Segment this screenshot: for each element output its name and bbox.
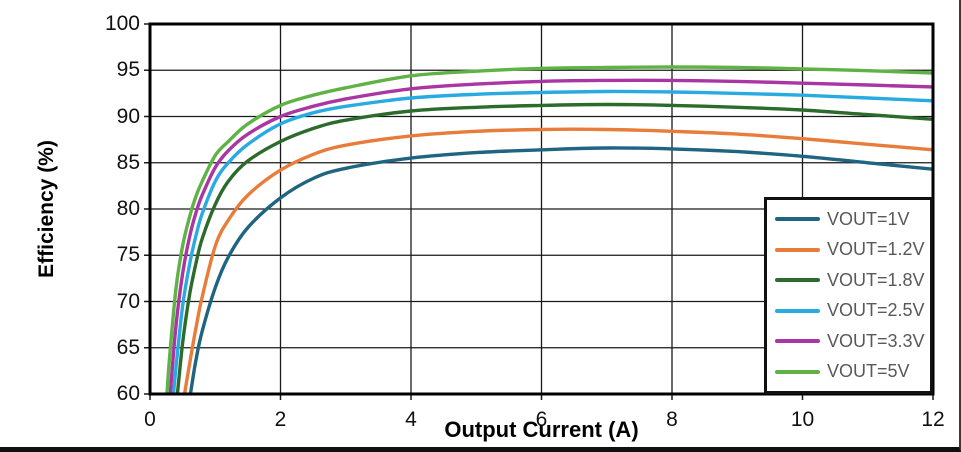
x-tick-label: 0 xyxy=(144,408,156,431)
legend-item: VOUT=1.8V xyxy=(775,270,930,291)
curve-vout-5v xyxy=(165,65,933,394)
y-tick-label: 85 xyxy=(116,150,140,174)
legend-item: VOUT=1V xyxy=(775,209,930,230)
y-tick-label: 100 xyxy=(104,12,140,35)
curve-vout-1v xyxy=(188,146,933,394)
y-tick-label: 65 xyxy=(116,335,140,359)
legend-swatch xyxy=(775,278,820,283)
legend-item: VOUT=3.3V xyxy=(775,331,930,352)
y-tick-label: 95 xyxy=(116,58,140,82)
x-tick-label: 4 xyxy=(405,408,417,431)
legend-label: VOUT=3.3V xyxy=(827,330,925,351)
legend-item: VOUT=2.5V xyxy=(775,300,930,321)
x-tick-label: 6 xyxy=(535,408,548,431)
x-tick-label: 10 xyxy=(790,408,815,431)
curve-vout-1-8v xyxy=(175,102,933,394)
x-tick-label: 12 xyxy=(921,408,945,431)
y-tick-label: 90 xyxy=(116,104,140,128)
x-tick-label: 8 xyxy=(666,408,678,431)
legend-swatch xyxy=(775,339,820,344)
legend: VOUT=1V VOUT=1.2V VOUT=1.8V VOUT=2.5V VOUT=3… xyxy=(764,197,933,394)
legend-item: VOUT=5V xyxy=(775,361,930,382)
legend-label: VOUT=5V xyxy=(827,361,910,382)
legend-label: VOUT=1V xyxy=(827,208,910,229)
curve-vout-2-5v xyxy=(171,89,933,394)
x-tick-label: 2 xyxy=(274,408,287,431)
legend-label: VOUT=1.2V xyxy=(827,239,925,260)
plot-border xyxy=(148,22,935,396)
legend-swatch xyxy=(775,217,820,222)
curve-vout-3-3v xyxy=(168,78,933,394)
legend-label: VOUT=1.8V xyxy=(827,269,925,290)
legend-label: VOUT=2.5V xyxy=(827,300,925,321)
y-tick-label: 80 xyxy=(116,197,140,220)
legend-swatch xyxy=(775,247,820,252)
y-tick-label: 60 xyxy=(116,382,140,405)
y-axis-title: Efficiency (%) xyxy=(35,140,58,278)
legend-swatch xyxy=(775,308,820,313)
y-tick-label: 70 xyxy=(116,289,140,313)
efficiency-curves xyxy=(165,65,933,394)
curve-vout-1-2v xyxy=(182,127,933,394)
x-axis-title: Output Current (A) xyxy=(444,417,639,442)
legend-swatch xyxy=(775,369,820,374)
y-tick-label: 75 xyxy=(116,243,140,267)
legend-item: VOUT=1.2V xyxy=(775,239,930,260)
